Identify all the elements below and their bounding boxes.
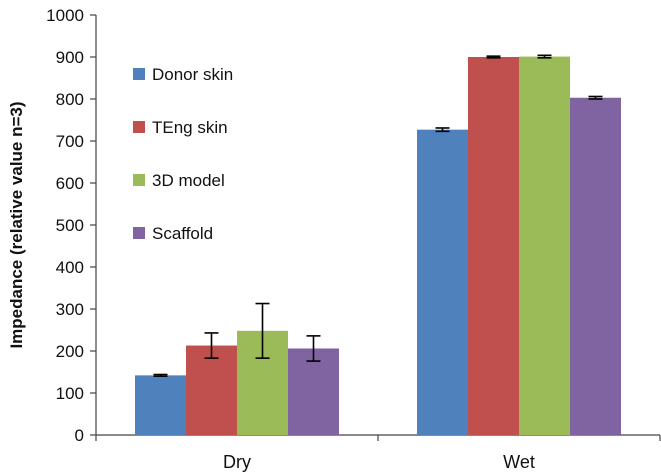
bars — [135, 54, 621, 436]
y-axis-ticks: 0 100 200 300 400 500 600 700 800 900 1000 — [46, 6, 96, 445]
error-bar — [588, 95, 603, 100]
bar — [468, 57, 519, 435]
y-tick-label: 600 — [56, 174, 84, 193]
legend-swatch — [133, 227, 145, 239]
legend-item: 3D model — [133, 171, 225, 190]
legend: Donor skin TEng skin 3D model Scaffold — [133, 65, 233, 243]
error-bar — [255, 302, 270, 359]
legend-label: Donor skin — [152, 65, 233, 84]
legend-swatch — [133, 174, 145, 186]
error-bar — [435, 127, 450, 133]
legend-label: TEng skin — [152, 118, 228, 137]
error-bar — [153, 373, 168, 378]
y-tick-label: 0 — [75, 426, 84, 445]
bar — [417, 129, 468, 435]
error-bar — [486, 55, 501, 59]
y-tick-label: 700 — [56, 132, 84, 151]
y-axis-title: Impedance (relative value n=3) — [7, 101, 26, 348]
bar — [519, 56, 570, 436]
y-tick-label: 500 — [56, 216, 84, 235]
y-tick-label: 400 — [56, 258, 84, 277]
error-bar — [306, 335, 321, 362]
legend-swatch — [133, 68, 145, 80]
legend-swatch — [133, 121, 145, 133]
bar — [570, 97, 621, 436]
legend-item: Donor skin — [133, 65, 233, 84]
legend-label: 3D model — [152, 171, 225, 190]
y-axis-title-group: Impedance (relative value n=3) — [7, 101, 26, 348]
x-tick-label: Wet — [503, 452, 535, 472]
legend-item: TEng skin — [133, 118, 228, 137]
legend-item: Scaffold — [133, 224, 213, 243]
y-tick-label: 900 — [56, 48, 84, 67]
bar — [186, 345, 237, 435]
y-tick-label: 800 — [56, 90, 84, 109]
x-tick-label: Dry — [223, 452, 251, 472]
bar — [288, 348, 339, 435]
x-axis-labels: Dry Wet — [223, 452, 535, 472]
y-tick-label: 1000 — [46, 6, 84, 25]
error-bar — [204, 332, 219, 359]
y-tick-label: 200 — [56, 342, 84, 361]
error-bar — [537, 54, 552, 59]
legend-label: Scaffold — [152, 224, 213, 243]
y-tick-label: 300 — [56, 300, 84, 319]
y-tick-label: 100 — [56, 384, 84, 403]
bar — [135, 375, 186, 435]
